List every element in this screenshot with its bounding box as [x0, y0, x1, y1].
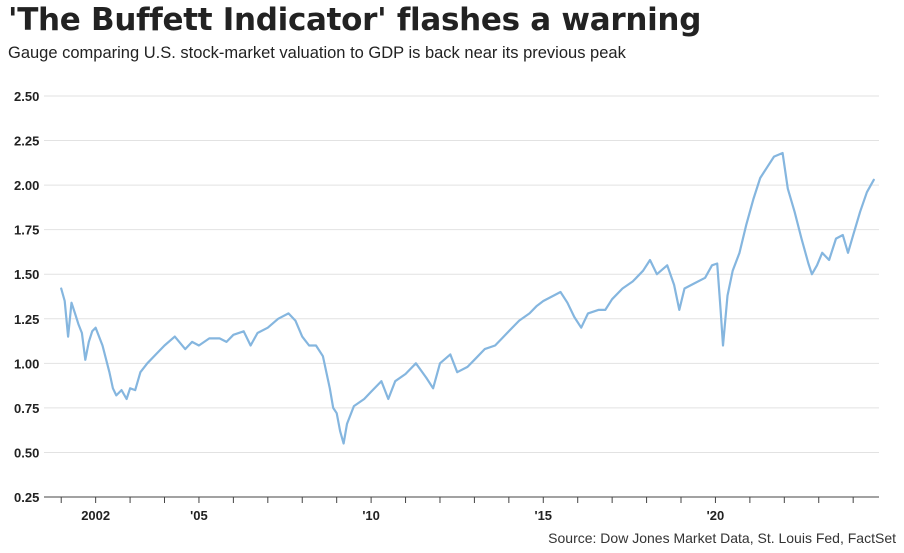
y-tick-label: 0.50 [14, 445, 39, 460]
y-tick-label: 1.00 [14, 356, 39, 371]
series-line [60, 151, 875, 445]
y-tick-label: 1.25 [14, 312, 39, 327]
source-note: Source: Dow Jones Market Data, St. Louis… [548, 530, 896, 546]
y-tick-label: 0.75 [14, 401, 39, 416]
x-tick-label: '20 [707, 508, 725, 523]
chart-subtitle: Gauge comparing U.S. stock-market valuat… [8, 44, 626, 62]
x-tick-label: '10 [362, 508, 380, 523]
y-tick-label: 2.50 [14, 89, 39, 104]
y-tick-label: 2.00 [14, 178, 39, 193]
gridlines [44, 95, 879, 453]
series-layer [60, 151, 875, 445]
x-tick-label: '05 [190, 508, 208, 523]
x-tick-label: '15 [534, 508, 552, 523]
y-tick-label: 2.25 [14, 134, 39, 149]
y-tick-label: 0.25 [14, 490, 39, 505]
y-axis-tick-labels: 2.50 2.25 2.00 1.75 1.50 1.25 1.00 0.75 0.50 0.25 [14, 89, 39, 505]
y-tick-label: 1.50 [14, 267, 39, 282]
x-axis: 2002 '05 '10 '15 '20 [44, 496, 879, 523]
chart-title: 'The Buffett Indicator' flashes a warnin… [8, 2, 702, 38]
x-tick-label: 2002 [81, 508, 110, 523]
y-tick-label: 1.75 [14, 223, 39, 238]
